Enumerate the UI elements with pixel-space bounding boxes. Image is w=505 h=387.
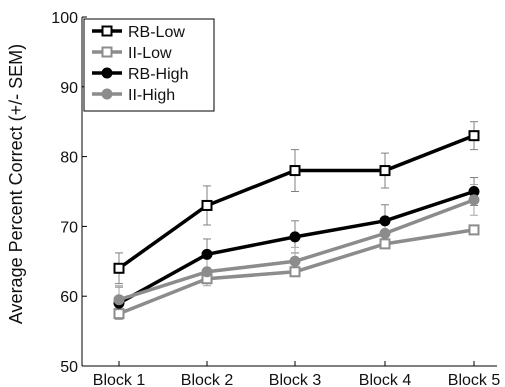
legend-marker — [101, 46, 113, 58]
legend-marker — [101, 67, 113, 79]
y-tick-label: 100 — [51, 10, 78, 27]
legend-label: RB-Low — [128, 24, 185, 41]
series-lines — [117, 134, 475, 316]
data-point-ii-high — [379, 227, 391, 239]
data-point-rb-low — [379, 165, 391, 177]
x-tick-label: Block 5 — [448, 372, 501, 387]
x-tick-label: Block 3 — [269, 372, 322, 387]
data-point-rb-low — [201, 199, 213, 211]
y-tick-label: 80 — [60, 150, 78, 167]
data-markers — [113, 130, 480, 320]
series-line-ii-high — [118, 198, 475, 302]
y-tick-label: 90 — [60, 80, 78, 97]
data-point-ii-high — [201, 266, 213, 278]
data-point-ii-low — [113, 308, 125, 320]
data-point-ii-high — [289, 255, 301, 267]
data-point-ii-low — [379, 238, 391, 250]
y-tick-label: 70 — [60, 219, 78, 236]
legend: RB-Low II-Low RB-High II-High — [83, 18, 215, 112]
legend-marker — [101, 25, 113, 37]
data-point-ii-low — [289, 266, 301, 278]
data-point-rb-high — [379, 215, 391, 227]
data-point-ii-low — [468, 224, 480, 236]
x-tick-label: Block 4 — [359, 372, 412, 387]
series-line-rb-low — [117, 134, 475, 270]
data-point-rb-high — [201, 248, 213, 260]
data-point-rb-low — [113, 262, 125, 274]
legend-label: II-High — [128, 87, 175, 104]
data-point-ii-high — [113, 294, 125, 306]
legend-label: II-Low — [128, 45, 172, 62]
data-point-rb-low — [468, 130, 480, 142]
data-point-ii-high — [468, 194, 480, 206]
data-point-rb-high — [289, 231, 301, 243]
y-tick-label: 50 — [60, 359, 78, 376]
tick-labels: 50 60 70 80 90 100 Block 1 Block 2 Block 3 Block … — [51, 10, 500, 387]
y-axis-label: Average Percent Correct (+/- SEM) — [6, 44, 26, 324]
x-tick-label: Block 1 — [93, 372, 146, 387]
axes — [81, 16, 497, 367]
legend-label: RB-High — [128, 66, 188, 83]
x-tick-label: Block 2 — [181, 372, 234, 387]
data-point-rb-low — [289, 165, 301, 177]
legend-marker — [101, 88, 113, 100]
y-tick-label: 60 — [60, 289, 78, 306]
